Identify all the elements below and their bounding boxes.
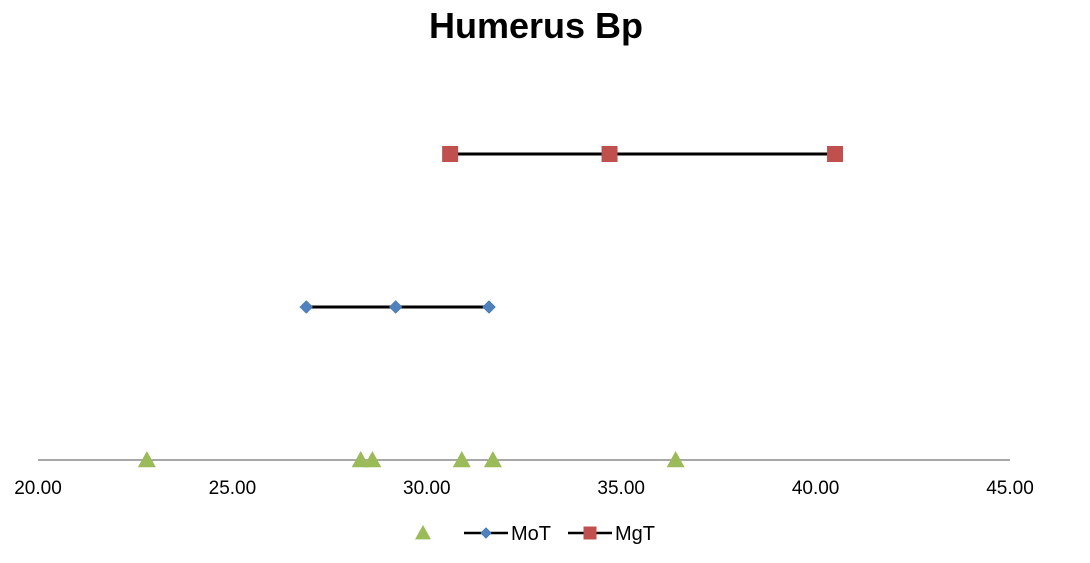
x-tick-labels: 20.00 25.00 30.00 35.00 40.00 45.00 [14,478,1034,499]
legend-label: MgT [615,523,655,545]
legend-marker [583,526,597,540]
data-point [452,451,471,468]
data-point [299,300,314,314]
legend-entry [415,525,431,540]
x-tick-label: 45.00 [986,478,1034,499]
legend-entry: MoT [464,523,551,545]
legend-entry: MgT [568,523,655,545]
x-tick-label: 30.00 [403,478,451,499]
data-point [137,451,156,468]
data-point [442,146,459,162]
chart-title: Humerus Bp [429,5,643,46]
series-unnamed [137,451,685,468]
legend-marker [480,527,492,539]
x-tick-label: 25.00 [209,478,257,499]
series-mgt [442,146,844,162]
plot-area [137,146,844,468]
data-point [601,146,618,162]
legend-marker [415,525,431,540]
legend: MoT MgT [415,523,655,545]
x-tick-label: 35.00 [597,478,645,499]
data-point [388,300,403,314]
data-point [483,451,502,468]
data-point [363,451,382,468]
series-mot [299,300,496,314]
data-point [482,300,496,314]
x-tick-label: 40.00 [792,478,840,499]
data-point [827,146,844,162]
legend-label: MoT [511,523,551,545]
data-point [351,451,370,468]
data-point [666,451,685,468]
x-tick-label: 20.00 [14,478,62,499]
